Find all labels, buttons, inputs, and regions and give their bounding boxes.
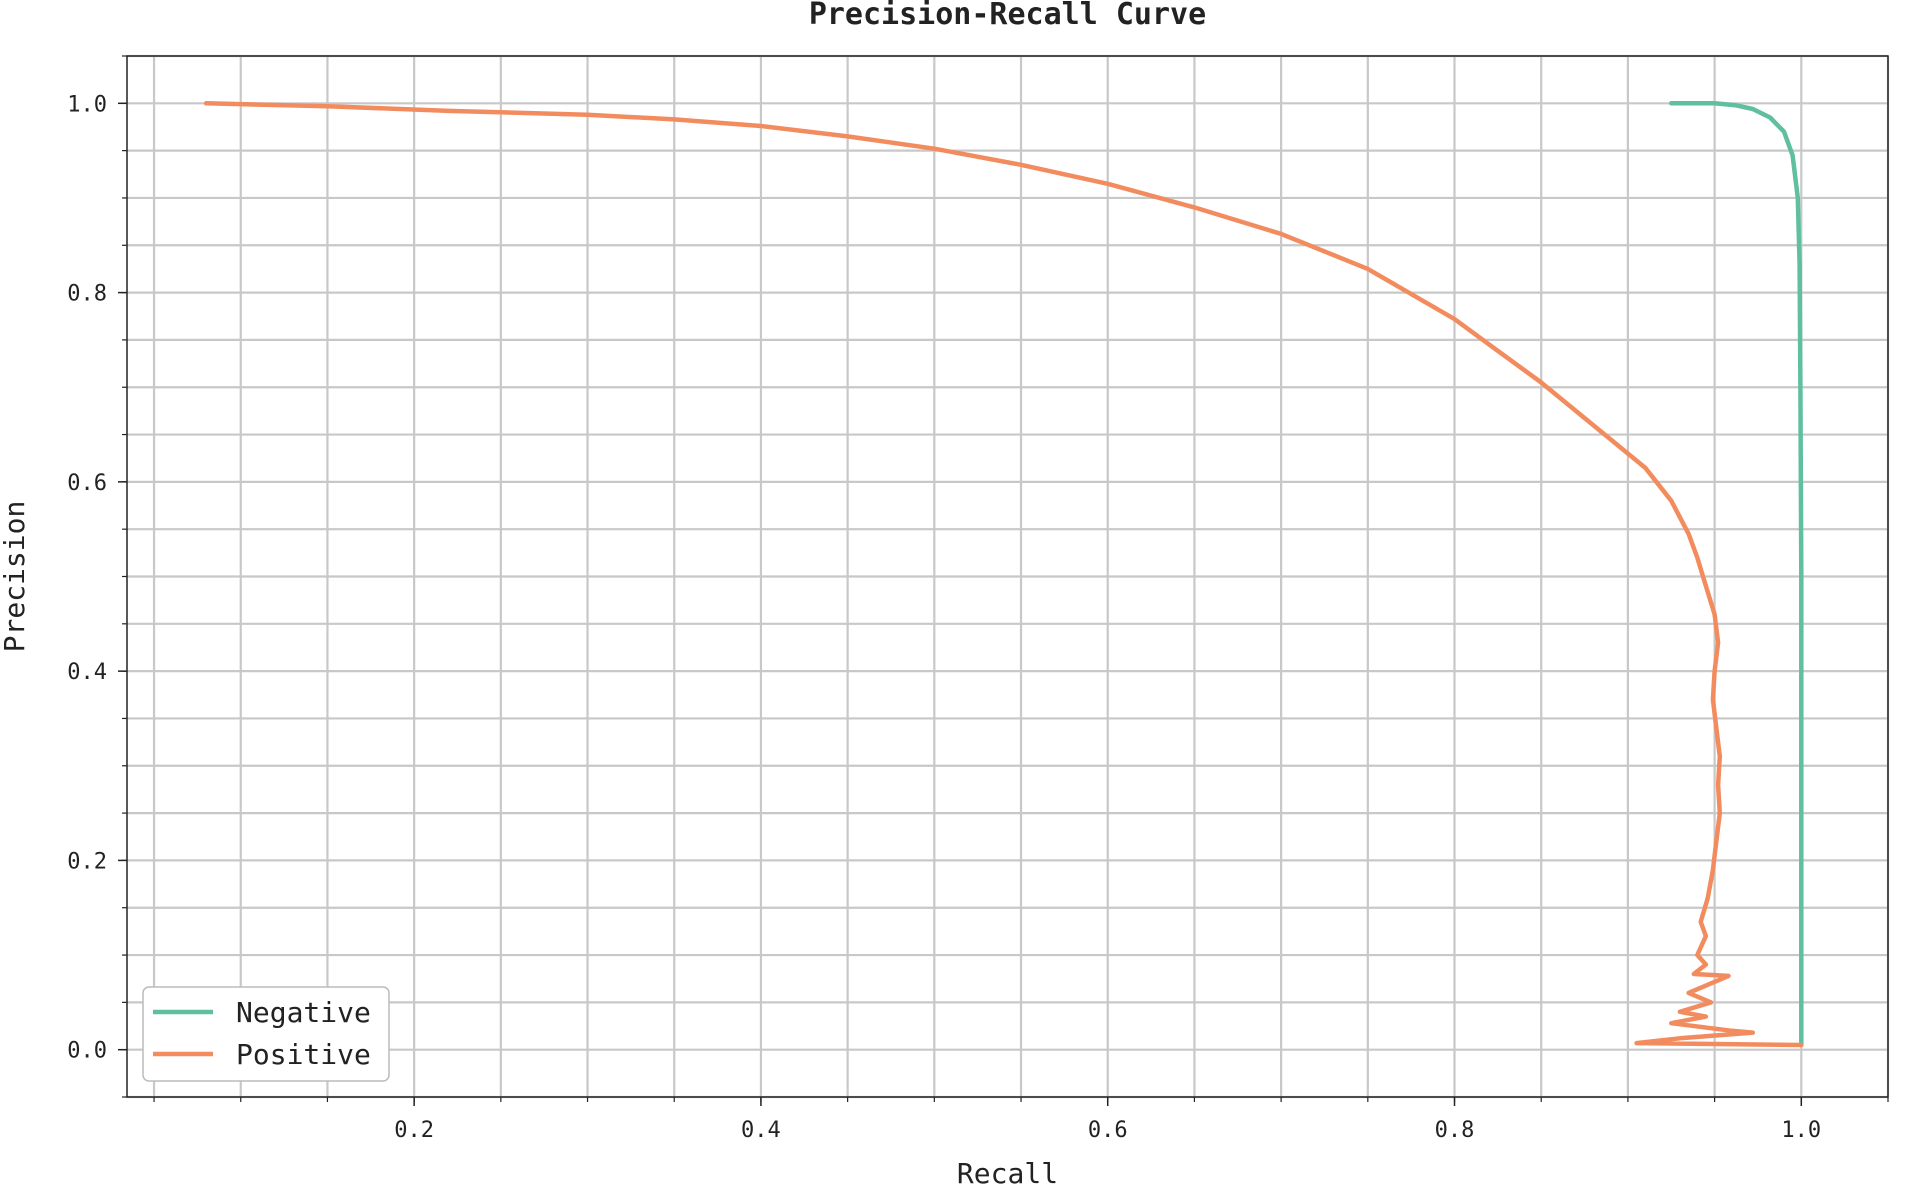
plot-border: [126, 55, 1889, 1098]
x-tick-label: 0.8: [1435, 1118, 1475, 1143]
x-tick-label: 0.4: [741, 1118, 781, 1143]
y-tick-label: 0.4: [67, 660, 107, 685]
series-layer: [203, 101, 1804, 1048]
x-tick-label: 0.6: [1088, 1118, 1128, 1143]
y-tick-label: 0.8: [67, 282, 107, 307]
series-line-positive: [203, 101, 1804, 1048]
legend-label-negative: Negative: [236, 996, 371, 1029]
x-tick-label: 1.0: [1781, 1118, 1821, 1143]
y-tick-label: 0.0: [67, 1039, 107, 1064]
x-tick-label: 0.2: [394, 1118, 434, 1143]
tick-layer: 0.2 0.4 0.6 0.8 1.0 0.0 0.2 0.4 0.6 0.8 1.0: [67, 55, 1889, 1143]
y-axis-label: Precision: [0, 501, 31, 653]
series-line-negative: [1669, 101, 1804, 1048]
y-tick-label: 1.0: [67, 92, 107, 117]
y-tick-label: 0.2: [67, 849, 107, 874]
chart-title: Precision-Recall Curve: [809, 0, 1206, 32]
y-tick-label: 0.6: [67, 471, 107, 496]
legend: Negative Positive: [142, 986, 390, 1082]
x-axis-label: Recall: [957, 1157, 1058, 1190]
legend-label-positive: Positive: [236, 1038, 371, 1071]
